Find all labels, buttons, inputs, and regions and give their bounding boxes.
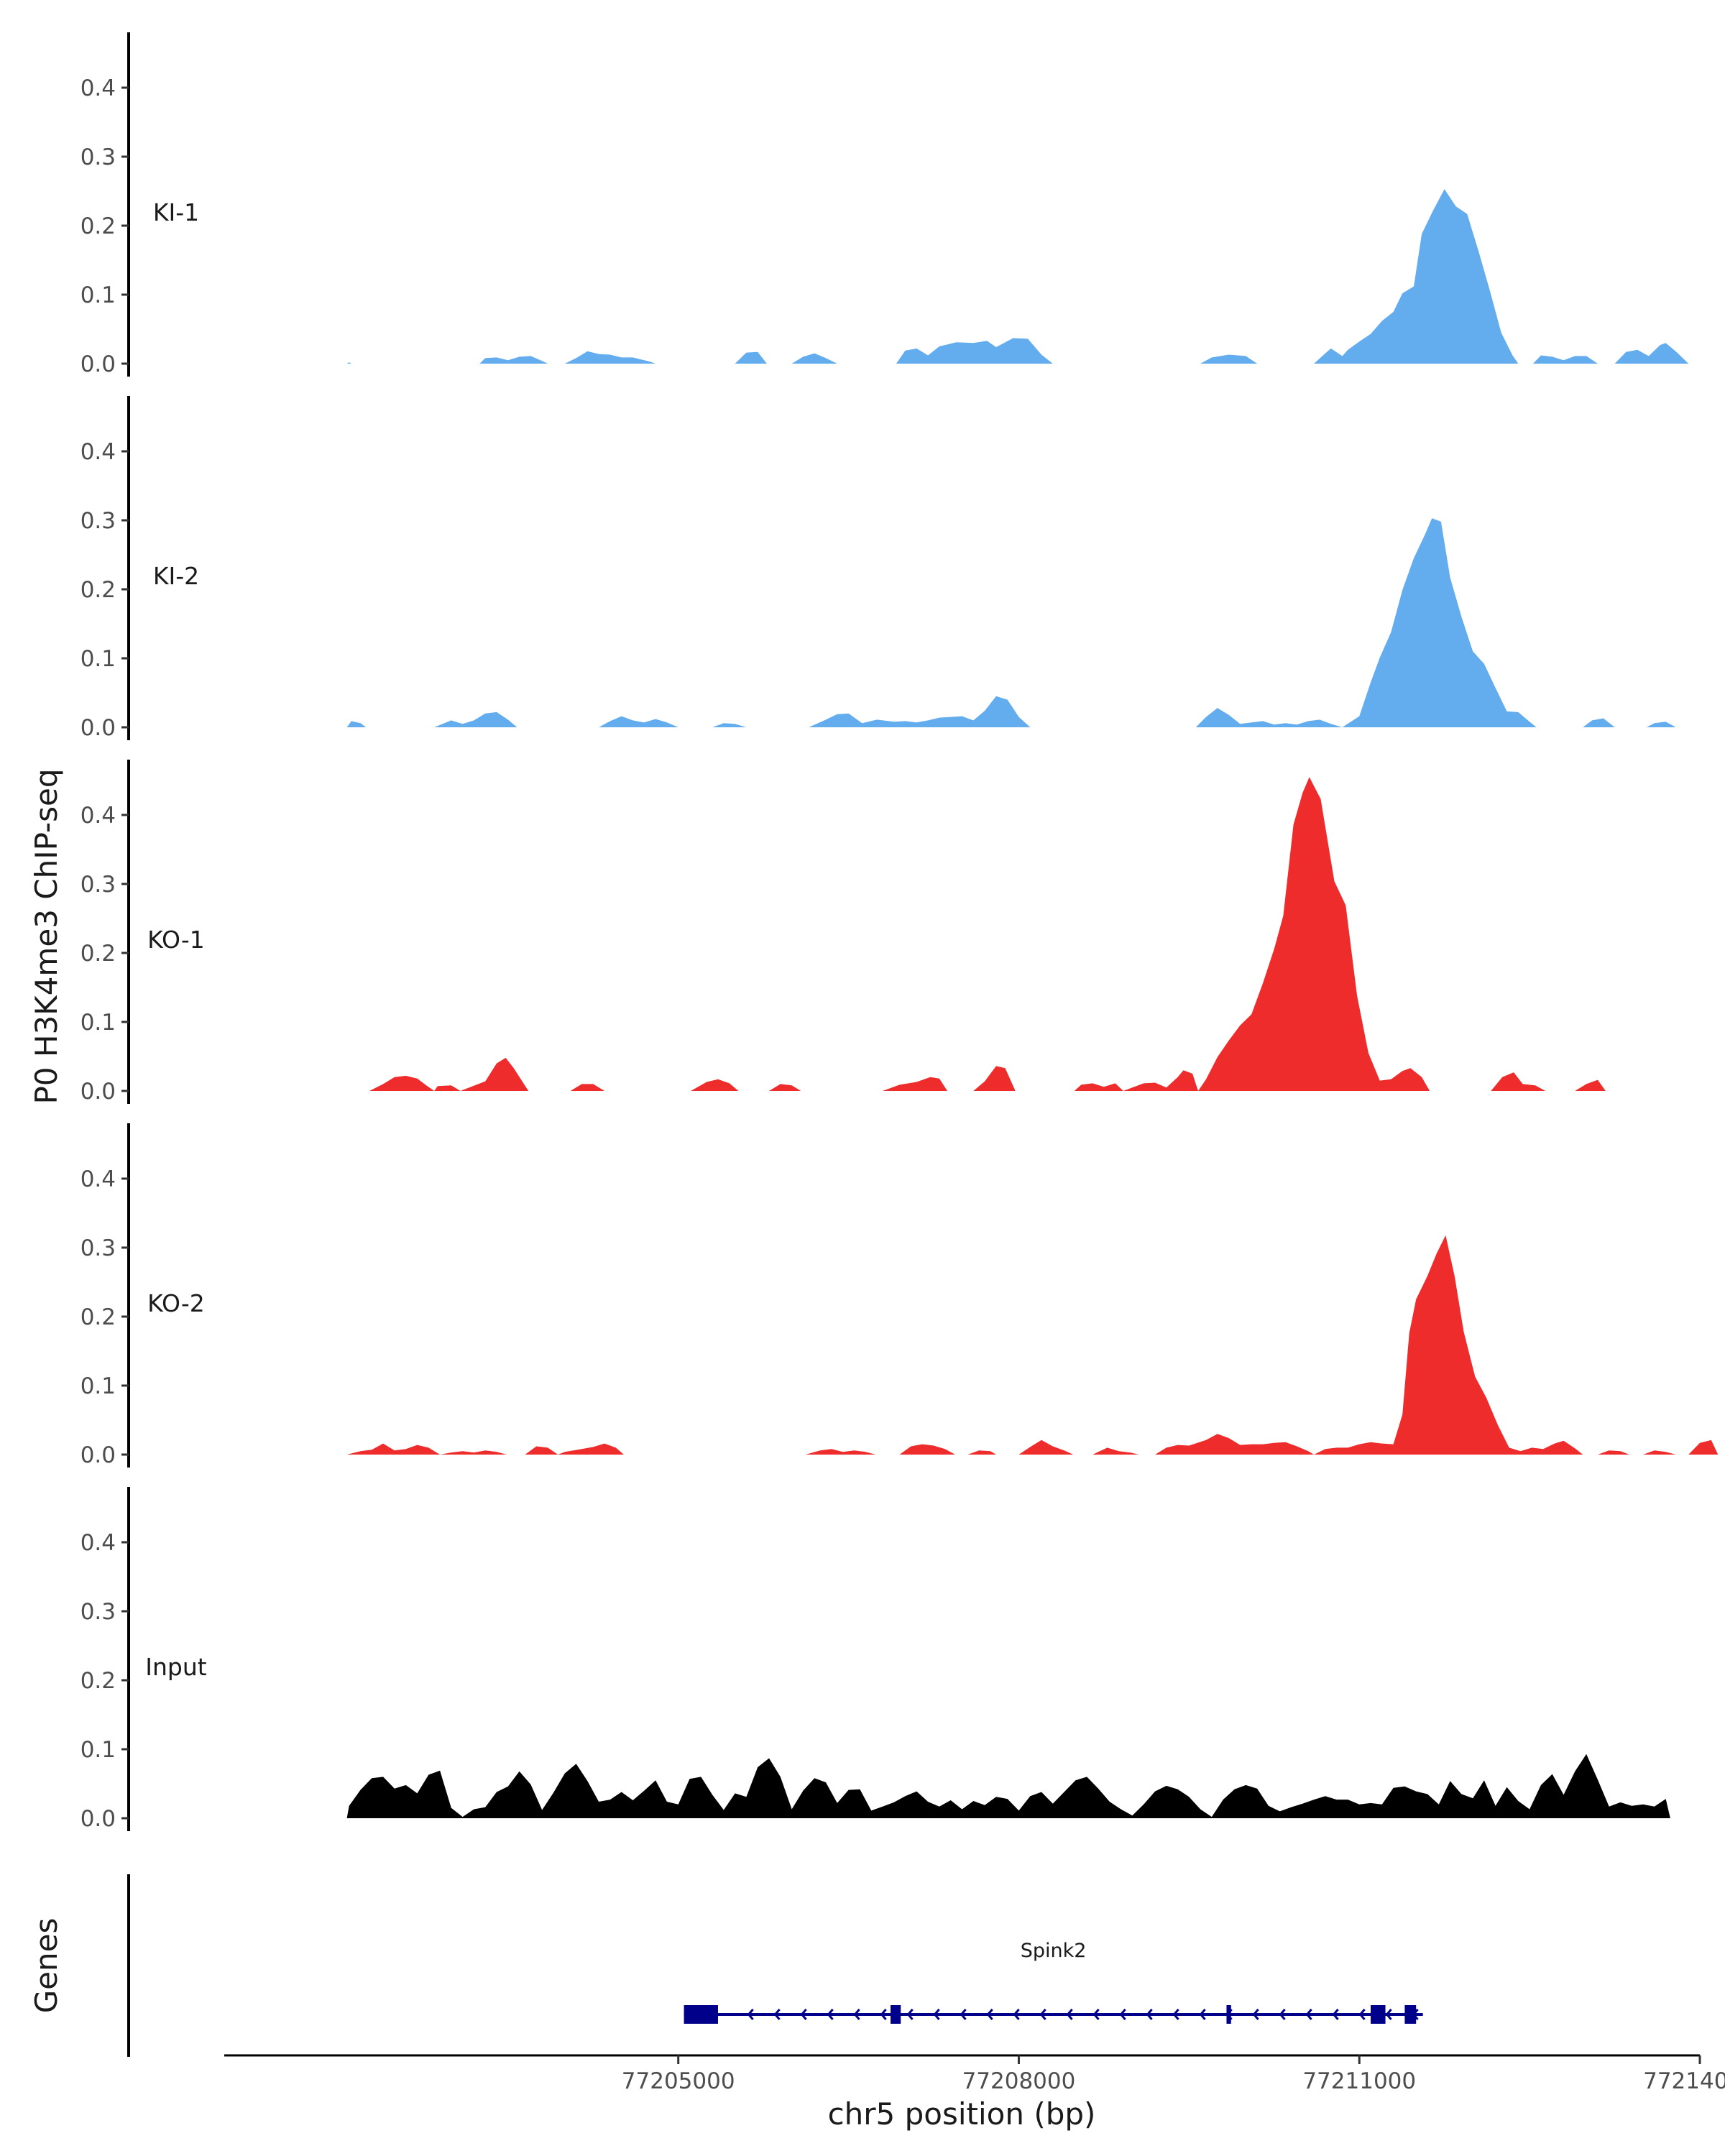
strand-arrow	[747, 2009, 754, 2020]
y-tick-label-ko-2: 0.4	[80, 1166, 116, 1192]
track-ki-1: 0.0 0.1 0.2 0.3 0.4 KI-1	[80, 32, 1689, 377]
strand-arrow	[1119, 2009, 1126, 2020]
gene-panel: Genes Spink2	[29, 1874, 1423, 2057]
x-tick-label: 77214000	[1643, 2068, 1725, 2094]
y-tick-label-ki-2: 0.1	[80, 646, 116, 672]
x-tick-label: 77205000	[622, 2068, 735, 2094]
track-ko-1: 0.0 0.1 0.2 0.3 0.4 KO-1	[80, 760, 1606, 1105]
y-tick-label-input: 0.4	[80, 1530, 116, 1556]
strand-arrow	[1172, 2009, 1179, 2020]
y-tick-label-ki-2: 0.3	[80, 508, 116, 534]
y-tick-label-ko-1: 0.0	[80, 1079, 116, 1105]
strand-arrow	[1066, 2009, 1073, 2020]
strand-arrow	[1252, 2009, 1259, 2020]
strand-arrow	[1092, 2009, 1100, 2020]
strand-arrow	[853, 2009, 860, 2020]
x-axis-title: chr5 position (bp)	[828, 2096, 1096, 2132]
y-tick-label-ko-1: 0.4	[80, 803, 116, 829]
x-tick-label: 77211000	[1302, 2068, 1416, 2094]
track-label-input: Input	[145, 1653, 207, 1681]
track-input: 0.0 0.1 0.2 0.3 0.4 Input	[80, 1487, 1670, 1832]
track-ki-2: 0.0 0.1 0.2 0.3 0.4 KI-2	[80, 396, 1676, 741]
gene-exon	[891, 2005, 901, 2024]
gene-exon	[1226, 2005, 1231, 2024]
y-tick-label-input: 0.2	[80, 1668, 116, 1694]
coverage-area-ko-2	[346, 1235, 1719, 1455]
y-tick-label-ki-2: 0.4	[80, 439, 116, 465]
y-tick-label-ko-2: 0.3	[80, 1235, 116, 1261]
strand-arrow	[1385, 2009, 1392, 2020]
strand-arrow	[827, 2009, 834, 2020]
y-tick-label-ki-2: 0.2	[80, 577, 116, 603]
track-label-ko-2: KO-2	[147, 1289, 205, 1317]
y-tick-label-ki-1: 0.0	[80, 351, 116, 377]
y-tick-label-input: 0.0	[80, 1806, 116, 1832]
strand-arrow	[1332, 2009, 1339, 2020]
strand-arrow	[880, 2009, 887, 2020]
y-tick-label-ko-2: 0.0	[80, 1442, 116, 1468]
genes-axis-title: Genes	[29, 1918, 64, 2014]
track-ko-2: 0.0 0.1 0.2 0.3 0.4 KO-2	[80, 1123, 1719, 1468]
coverage-tracks: 0.00.10.20.30.4KI-10.00.10.20.30.4KI-20.…	[80, 32, 1719, 1832]
track-label-ko-1: KO-1	[147, 926, 205, 954]
y-tick-label-ko-1: 0.3	[80, 872, 116, 898]
gene-name-label: Spink2	[1021, 1940, 1087, 1962]
strand-arrow	[933, 2009, 940, 2020]
track-label-ki-1: KI-1	[153, 198, 199, 226]
gene-exon	[1404, 2005, 1417, 2024]
strand-arrow	[986, 2009, 993, 2020]
strand-arrow	[1358, 2009, 1366, 2020]
y-tick-label-ki-1: 0.4	[80, 75, 116, 101]
y-tick-label-ko-1: 0.1	[80, 1010, 116, 1036]
coverage-area-ki-2	[346, 518, 1676, 727]
y-tick-label-input: 0.1	[80, 1737, 116, 1763]
x-tick-label: 77208000	[962, 2068, 1076, 2094]
y-tick-label-ko-1: 0.2	[80, 941, 116, 967]
y-tick-label-ko-2: 0.1	[80, 1373, 116, 1399]
strand-arrow	[1199, 2009, 1206, 2020]
strand-arrow	[1146, 2009, 1153, 2020]
strand-arrow	[800, 2009, 807, 2020]
strand-arrow	[1013, 2009, 1020, 2020]
coverage-area-ko-1	[369, 777, 1606, 1091]
y-tick-label-ko-2: 0.2	[80, 1304, 116, 1330]
y-axis-title: P0 H3K4me3 ChIP-seq	[29, 768, 64, 1104]
strand-arrow	[1305, 2009, 1312, 2020]
y-tick-label-ki-1: 0.1	[80, 282, 116, 308]
track-label-ki-2: KI-2	[153, 562, 199, 590]
strand-arrow	[773, 2009, 781, 2020]
y-tick-label-input: 0.3	[80, 1599, 116, 1625]
coverage-area-input	[346, 1754, 1670, 1818]
y-tick-label-ki-1: 0.3	[80, 144, 116, 170]
y-tick-label-ki-2: 0.0	[80, 715, 116, 741]
gene-exon	[684, 2005, 718, 2024]
coverage-area-ki-1	[346, 189, 1689, 364]
strand-arrow	[1039, 2009, 1046, 2020]
strand-arrow	[1279, 2009, 1286, 2020]
strand-arrow	[960, 2009, 967, 2020]
x-axis: chr5 position (bp) 77205000 77208000 77211…	[224, 2054, 1725, 2132]
strand-arrow	[906, 2009, 914, 2020]
y-tick-label-ki-1: 0.2	[80, 213, 116, 239]
gene-model-spink2: Spink2	[684, 1940, 1423, 2024]
gene-exon	[1371, 2005, 1386, 2024]
